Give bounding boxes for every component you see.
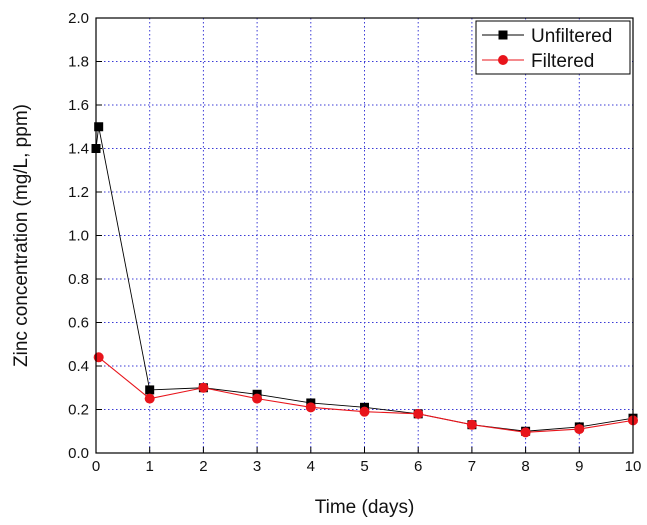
y-tick-label: 1.2 <box>68 184 89 201</box>
x-tick-label: 7 <box>468 458 476 475</box>
y-tick-label: 0.8 <box>68 271 89 288</box>
x-tick-label: 5 <box>360 458 368 475</box>
y-tick-label: 0.0 <box>68 445 89 462</box>
legend-label-unfiltered: Unfiltered <box>531 26 612 47</box>
data-point-filtered <box>252 393 263 404</box>
data-point-filtered <box>413 408 424 419</box>
data-point-filtered <box>93 352 104 363</box>
ticks: 0 1 2 3 4 5 6 7 8 9 10 0.0 0.2 0.4 0.6 0.8 1.0 1.2 1.4 1.6 1… <box>68 10 641 475</box>
data-point-unfiltered <box>145 385 155 395</box>
legend-label-filtered: Filtered <box>531 51 594 72</box>
series-layer <box>91 122 638 438</box>
x-tick-label: 10 <box>625 458 642 475</box>
x-tick-label: 4 <box>307 458 315 475</box>
data-point-filtered <box>144 393 155 404</box>
legend: Unfiltered Filtered <box>475 20 631 75</box>
y-tick-label: 0.6 <box>68 315 89 332</box>
y-axis-title: Zinc concentration (mg/L, ppm) <box>11 104 32 367</box>
x-tick-label: 9 <box>575 458 583 475</box>
legend-box <box>475 20 631 75</box>
y-tick-label: 1.0 <box>68 228 89 245</box>
data-point-filtered <box>305 402 316 413</box>
data-point-filtered <box>198 382 209 393</box>
legend-marker-filtered <box>498 55 508 65</box>
y-tick-label: 1.8 <box>68 54 89 71</box>
data-point-filtered <box>466 419 477 430</box>
data-point-filtered <box>574 424 585 435</box>
data-point-filtered <box>520 427 531 438</box>
data-point-filtered <box>359 406 370 417</box>
x-tick-label: 1 <box>146 458 154 475</box>
series-line-filtered <box>98 356 634 433</box>
x-tick-label: 8 <box>521 458 529 475</box>
x-tick-label: 0 <box>92 458 100 475</box>
y-tick-label: 1.4 <box>68 141 89 158</box>
y-tick-label: 0.4 <box>68 358 89 375</box>
y-tick-label: 1.6 <box>68 97 89 114</box>
series-line-unfiltered <box>95 126 634 432</box>
legend-marker-unfiltered <box>498 30 508 40</box>
x-axis-title: Time (days) <box>315 497 415 518</box>
grid <box>96 18 633 453</box>
x-tick-label: 2 <box>199 458 207 475</box>
data-point-unfiltered <box>94 122 104 132</box>
y-tick-label: 0.2 <box>68 402 89 419</box>
x-tick-label: 3 <box>253 458 261 475</box>
x-tick-label: 6 <box>414 458 422 475</box>
y-tick-label: 2.0 <box>68 10 89 27</box>
